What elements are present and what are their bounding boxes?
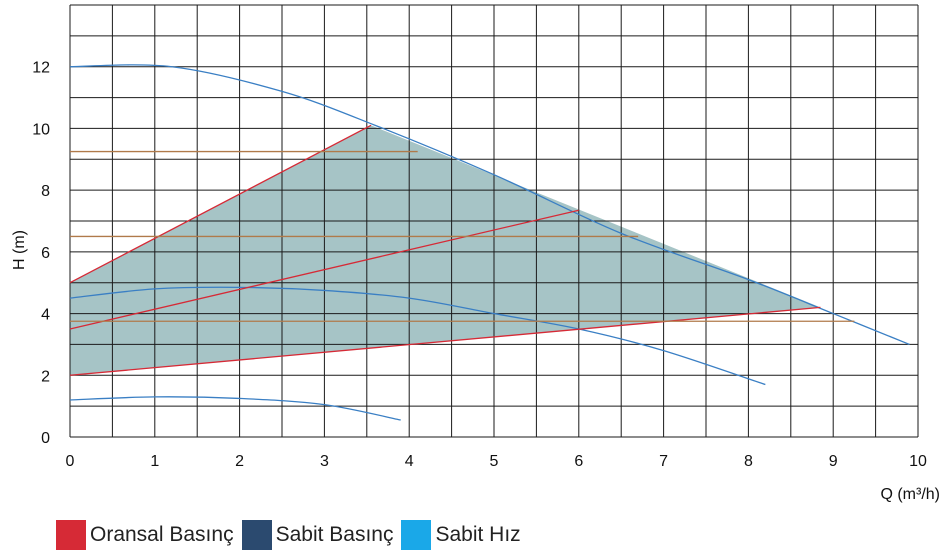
legend-swatch-sabit-hiz xyxy=(401,520,432,550)
y-tick-label: 10 xyxy=(32,121,50,138)
operating-region-layer xyxy=(70,125,821,376)
y-tick-label: 4 xyxy=(41,307,50,324)
x-tick-label: 8 xyxy=(744,453,753,470)
grid-layer xyxy=(69,4,919,438)
x-tick-label: 6 xyxy=(574,453,583,470)
x-tick-label: 0 xyxy=(66,453,75,470)
sabit-hiz-curve-0 xyxy=(69,64,910,346)
x-tick-label: 1 xyxy=(150,453,159,470)
legend-label-sabit-basinc: Sabit Basınç xyxy=(275,523,394,546)
legend-label-sabit-hiz: Sabit Hız xyxy=(435,523,521,546)
x-tick-label: 9 xyxy=(829,453,838,470)
y-tick-label: 6 xyxy=(41,245,50,262)
legend-label-oransal-basinc: Oransal Basınç xyxy=(90,523,234,546)
sabit-hiz-curve-2 xyxy=(69,396,401,421)
x-tick-label: 5 xyxy=(490,453,499,470)
y-tick-label: 0 xyxy=(41,430,50,447)
sabit-hiz-curve-1 xyxy=(69,286,766,386)
legend: Oransal Basınç Sabit Basınç Sabit Hız xyxy=(56,520,529,550)
oransal-curve-5 xyxy=(69,306,821,376)
legend-item-sabit-basinc: Sabit Basınç xyxy=(241,520,394,550)
series-layer xyxy=(69,64,910,421)
x-tick-label: 10 xyxy=(909,453,927,470)
y-axis-label: H (m) xyxy=(11,230,28,270)
legend-swatch-sabit-basinc xyxy=(241,520,272,550)
x-tick-label: 2 xyxy=(235,453,244,470)
x-tick-label: 4 xyxy=(405,453,414,470)
y-tick-label: 8 xyxy=(41,183,50,200)
x-tick-label: 3 xyxy=(320,453,329,470)
legend-item-oransal-basinc: Oransal Basınç xyxy=(56,520,234,550)
legend-swatch-oransal-basinc xyxy=(56,520,86,550)
operating-region xyxy=(70,125,821,376)
y-tick-label: 2 xyxy=(41,368,50,385)
legend-item-sabit-hiz: Sabit Hız xyxy=(401,520,521,550)
y-tick-label: 12 xyxy=(32,60,50,77)
x-tick-label: 7 xyxy=(659,453,668,470)
x-axis-label: Q (m³/h) xyxy=(880,486,940,503)
oransal-curve-4 xyxy=(69,209,579,330)
